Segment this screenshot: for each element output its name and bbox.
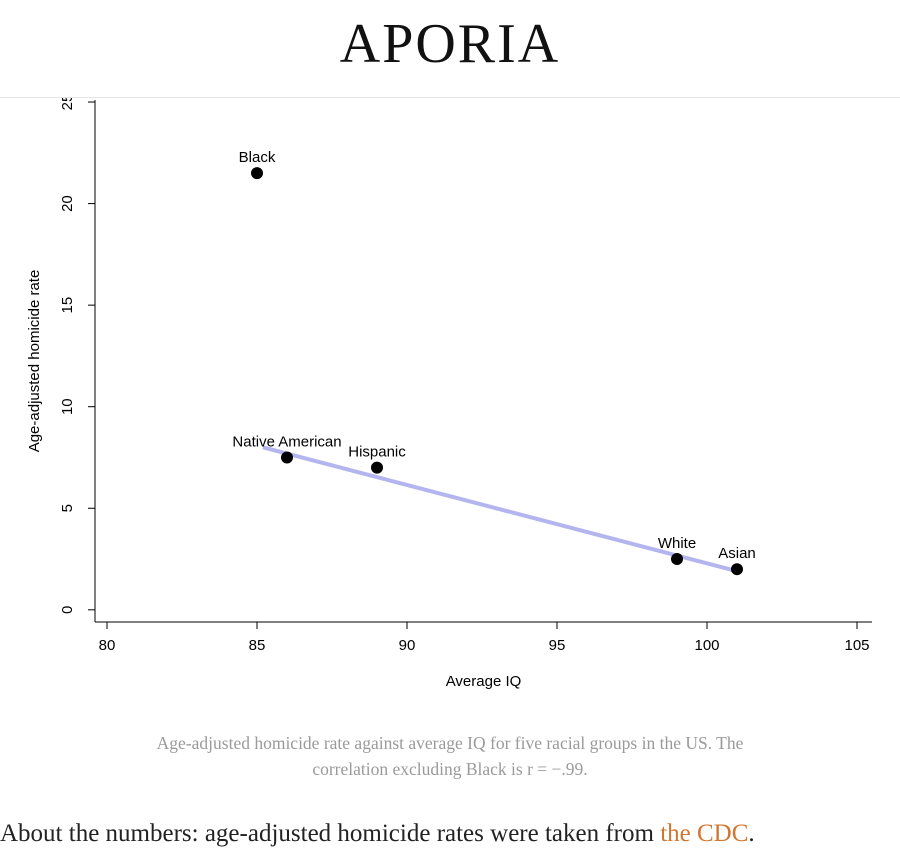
y-tick-label: 15	[59, 297, 76, 314]
point	[671, 553, 683, 566]
point	[371, 461, 383, 474]
x-tick-label: 95	[549, 637, 566, 654]
y-tick-label: 20	[59, 195, 76, 212]
y-tick-label: 5	[59, 504, 76, 512]
point-label: Black	[239, 149, 276, 166]
point	[731, 563, 743, 576]
y-axis-label: Age-adjusted homicide rate	[26, 270, 43, 453]
point-label: Hispanic	[348, 444, 406, 461]
x-tick-label: 80	[99, 637, 116, 654]
link[interactable]: the CDC	[660, 820, 749, 847]
y-tick-label: 10	[59, 398, 76, 415]
x-axis-label: Average IQ	[446, 673, 522, 690]
point-label: Asian	[718, 545, 756, 562]
body-text: About the numbers: age-adjusted homicide…	[0, 820, 755, 848]
point	[281, 451, 293, 464]
x-tick-label: 105	[844, 637, 869, 654]
point	[251, 167, 263, 180]
y-tick-label: 0	[59, 606, 76, 614]
text: About the numbers: age-adjusted homicide…	[0, 820, 661, 847]
point-label: White	[658, 535, 696, 552]
fit-line	[262, 445, 738, 574]
x-tick-label: 85	[249, 637, 266, 654]
x-tick-label: 90	[399, 637, 416, 654]
caption: Age-adjusted homicide rate against avera…	[156, 733, 744, 779]
x-tick-label: 100	[694, 637, 719, 654]
text: .	[748, 820, 755, 847]
header: APORIA	[0, 0, 900, 98]
site-title[interactable]: APORIA	[339, 13, 561, 75]
point-label: Native American	[232, 433, 341, 450]
